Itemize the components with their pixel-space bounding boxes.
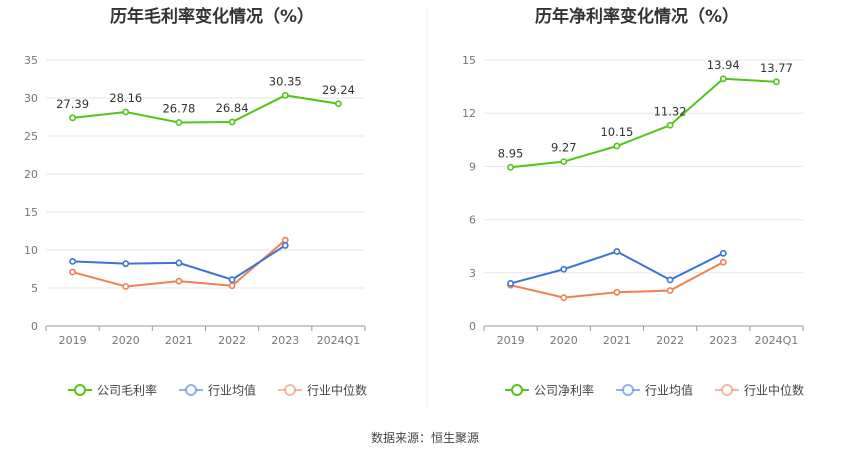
x-tick-label: 2022 [218, 334, 246, 347]
data-point[interactable] [666, 287, 674, 294]
data-label: 8.95 [498, 146, 524, 160]
y-tick-label: 3 [469, 267, 476, 280]
data-label: 9.27 [551, 141, 577, 155]
x-tick-label: 2020 [112, 334, 140, 347]
legend-marker-icon [721, 384, 734, 396]
data-point[interactable] [281, 242, 289, 249]
data-label: 27.39 [56, 97, 89, 111]
legend-label: 行业均值 [645, 383, 693, 398]
data-label: 26.84 [216, 101, 249, 115]
data-point[interactable] [719, 258, 727, 266]
legend-item[interactable]: 行业均值 [616, 383, 693, 398]
data-point[interactable] [69, 114, 76, 122]
y-tick-label: 25 [24, 130, 38, 143]
legend-marker-icon [622, 384, 635, 396]
legend-marker-icon [511, 384, 523, 396]
legend-label: 行业中位数 [307, 383, 367, 398]
data-point[interactable] [613, 248, 621, 255]
y-tick-label: 10 [24, 244, 38, 257]
data-point[interactable] [507, 280, 514, 287]
data-source-note: 数据来源：恒生聚源 [371, 430, 479, 445]
x-tick-label: 2021 [603, 334, 631, 347]
legend-marker-icon [284, 384, 297, 396]
data-label: 13.77 [760, 61, 793, 75]
data-point[interactable] [666, 121, 674, 129]
chart-2: 历年净利率变化情况（%） 0 3 6 9 12 15 2019 2020 2021 2022 2023… [462, 6, 804, 398]
data-point[interactable] [560, 158, 568, 166]
legend-label: 公司净利率 [534, 383, 594, 398]
x-tick-label: 2023 [271, 334, 299, 347]
data-label: 28.16 [109, 91, 142, 105]
x-tick-label: 2020 [550, 334, 578, 347]
y-tick-label: 6 [469, 214, 476, 227]
data-point[interactable] [175, 259, 183, 267]
data-point[interactable] [228, 276, 236, 284]
chart-title: 历年净利率变化情况（%） [535, 6, 739, 27]
data-point[interactable] [175, 119, 183, 126]
data-label: 10.15 [600, 125, 633, 139]
legend-item[interactable]: 公司毛利率 [68, 383, 157, 398]
data-point[interactable] [122, 260, 130, 268]
y-tick-label: 0 [469, 320, 476, 333]
data-point[interactable] [560, 294, 568, 302]
data-point[interactable] [228, 118, 236, 126]
y-tick-label: 15 [24, 206, 38, 219]
data-point[interactable] [122, 283, 130, 290]
y-tick-label: 35 [24, 54, 38, 67]
data-point[interactable] [335, 100, 342, 108]
data-label: 30.35 [269, 74, 302, 88]
legend-item[interactable]: 公司净利率 [505, 383, 594, 398]
y-tick-label: 20 [24, 168, 38, 181]
data-point[interactable] [560, 265, 568, 273]
data-point[interactable] [773, 78, 780, 86]
data-point[interactable] [719, 75, 727, 83]
data-label: 13.94 [707, 58, 740, 72]
legend-item[interactable]: 行业中位数 [278, 383, 367, 398]
y-tick-label: 30 [24, 92, 38, 105]
x-tick-label: 2019 [497, 334, 525, 347]
data-point[interactable] [281, 91, 289, 99]
x-tick-label: 2021 [165, 334, 193, 347]
data-point[interactable] [613, 288, 621, 296]
legend-item[interactable]: 行业均值 [179, 383, 256, 398]
x-tick-label: 2019 [59, 334, 87, 347]
data-point[interactable] [613, 142, 621, 150]
data-point[interactable] [122, 108, 130, 116]
data-label: 29.24 [322, 83, 355, 97]
data-point[interactable] [666, 276, 674, 284]
data-point[interactable] [507, 163, 514, 171]
x-tick-label: 2024Q1 [755, 334, 799, 347]
y-tick-label: 5 [31, 282, 38, 295]
series-line [510, 77, 777, 169]
legend-marker-icon [185, 384, 198, 396]
legend-label: 公司毛利率 [97, 383, 157, 398]
data-point[interactable] [281, 236, 289, 244]
x-tick-label: 2024Q1 [317, 334, 361, 347]
y-tick-label: 9 [469, 160, 476, 173]
y-tick-label: 12 [462, 107, 476, 120]
data-label: 26.78 [162, 101, 195, 115]
y-tick-label: 0 [31, 320, 38, 333]
data-point[interactable] [175, 277, 183, 285]
chart-1: 历年毛利率变化情况（%） 0 5 10 15 20 25 30 35 2019 2020 2021 20… [24, 6, 367, 398]
data-label: 11.32 [654, 104, 687, 118]
legend-item[interactable]: 行业中位数 [715, 383, 804, 398]
legend-marker-icon [74, 384, 86, 396]
x-tick-label: 2022 [656, 334, 684, 347]
x-tick-label: 2023 [709, 334, 737, 347]
data-point[interactable] [69, 268, 76, 276]
data-point[interactable] [228, 282, 236, 290]
data-point[interactable] [719, 249, 727, 257]
legend-label: 行业中位数 [744, 383, 804, 398]
legend-label: 行业均值 [208, 383, 256, 398]
y-tick-label: 15 [462, 54, 476, 67]
chart-title: 历年毛利率变化情况（%） [110, 6, 314, 27]
data-point[interactable] [69, 257, 76, 265]
series-line [72, 94, 339, 124]
